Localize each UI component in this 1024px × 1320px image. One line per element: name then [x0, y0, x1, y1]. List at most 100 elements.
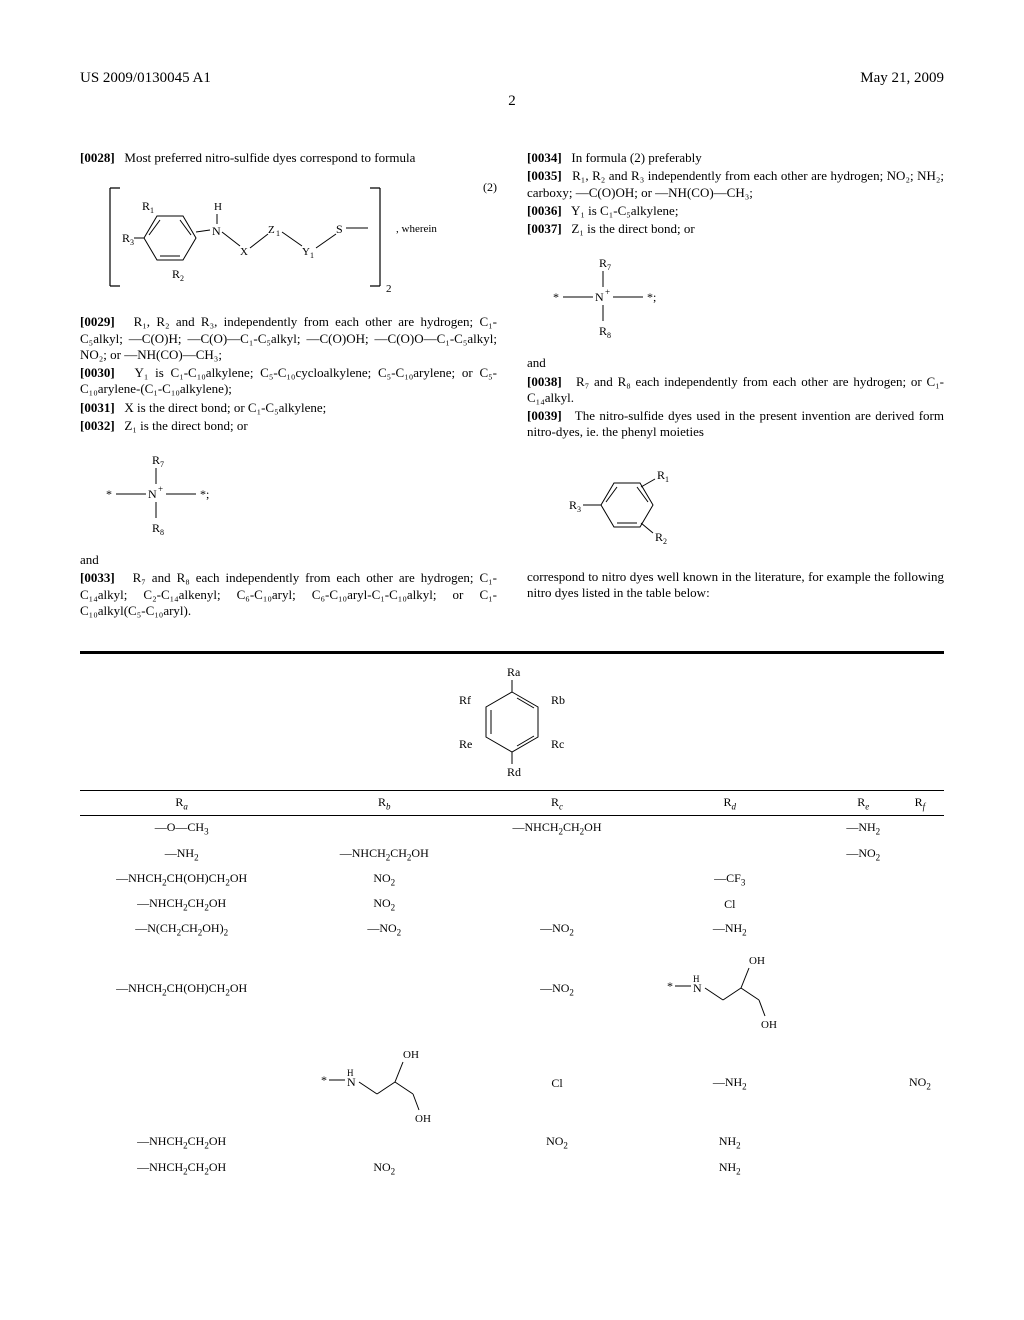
- paragraph-0039-tail: correspond to nitro dyes well known in t…: [527, 569, 944, 602]
- table-cell: —N(CH2CH2OH)2: [80, 917, 283, 942]
- table-cell: *HNOHOH: [283, 1036, 485, 1130]
- table-cell: Cl: [485, 1036, 629, 1130]
- para-num: [0034]: [527, 150, 562, 165]
- svg-text:N: N: [212, 224, 221, 238]
- para-num: [0032]: [80, 418, 115, 433]
- table-cell: NO2: [283, 892, 485, 917]
- table-cell: [831, 1156, 896, 1181]
- table-cell: NH2: [629, 1130, 831, 1155]
- para-text: Z₁ is the direct bond; or: [124, 418, 247, 433]
- para-num: [0036]: [527, 203, 562, 218]
- chemical-structure-formula2: 2 R1 R3 R2 H N: [100, 180, 440, 300]
- paragraph-0033: [0033] R₇ and R₈ each independently from…: [80, 570, 497, 619]
- svg-text:7: 7: [160, 460, 164, 469]
- table-cell: —NO2: [283, 917, 485, 942]
- left-column: [0028] Most preferred nitro-sulfide dyes…: [80, 150, 497, 621]
- paragraph-0038: [0038] R₇ and R₈ each independently from…: [527, 374, 944, 407]
- paragraph-0032: [0032] Z₁ is the direct bond; or: [80, 418, 497, 434]
- para-text: Z₁ is the direct bond; or: [571, 221, 694, 236]
- svg-text:R: R: [152, 453, 160, 467]
- svg-text:*;: *;: [200, 487, 209, 501]
- svg-text:Rc: Rc: [551, 737, 564, 751]
- svg-text:Rb: Rb: [551, 693, 565, 707]
- table-cell: [485, 842, 629, 867]
- svg-text:Z: Z: [268, 224, 275, 236]
- para-num: [0033]: [80, 570, 115, 585]
- table-cell: [896, 1156, 944, 1181]
- table-cell: [896, 1130, 944, 1155]
- table-cell: [629, 816, 831, 842]
- col-rf: Rf: [896, 791, 944, 816]
- svg-text:R: R: [657, 468, 665, 482]
- svg-text:1: 1: [276, 229, 280, 238]
- svg-text:Ra: Ra: [507, 665, 521, 679]
- svg-text:*;: *;: [647, 290, 656, 304]
- table-cell: NO2: [485, 1130, 629, 1155]
- svg-text:OH: OH: [403, 1049, 419, 1061]
- svg-text:1: 1: [150, 206, 154, 215]
- patent-number: US 2009/0130045 A1: [80, 70, 211, 87]
- and-text-r: and: [527, 355, 944, 371]
- svg-text:2: 2: [663, 537, 667, 546]
- paragraph-0029: [0029] R₁, R₂ and R₃, independently from…: [80, 314, 497, 363]
- para-text: R₁, R₂ and R₃ independently from each ot…: [527, 168, 944, 199]
- para-num: [0030]: [80, 365, 115, 380]
- formula-label: (2): [483, 180, 497, 195]
- table-row: —NHCH2CH2OHNO2NH2: [80, 1156, 944, 1181]
- table-row: —NHCH2CH(OH)CH2OH—NO2*HNOHOH: [80, 942, 944, 1036]
- table-cell: [896, 867, 944, 892]
- table-cell: [896, 892, 944, 917]
- phenyl-moiety: R1 R3 R2: [547, 455, 944, 555]
- table-cell: [283, 942, 485, 1036]
- table-cell: —NH2: [629, 1036, 831, 1130]
- publication-date: May 21, 2009: [860, 70, 944, 87]
- svg-text:R: R: [599, 324, 607, 338]
- svg-text:3: 3: [577, 505, 581, 514]
- table-cell: NH2: [629, 1156, 831, 1181]
- table-cell: [831, 892, 896, 917]
- table-cell: —NHCH2CH2OH: [485, 816, 629, 842]
- para-text: X is the direct bond; or C₁-C₅alkylene;: [124, 400, 326, 415]
- table-row: —NHCH2CH2OHNO2Cl: [80, 892, 944, 917]
- table-cell: [896, 842, 944, 867]
- table-row: —N(CH2CH2OH)2—NO2—NO2—NH2: [80, 917, 944, 942]
- svg-text:R: R: [142, 199, 150, 213]
- table-cell: —O—CH3: [80, 816, 283, 842]
- col-rc: Rc: [485, 791, 629, 816]
- svg-text:2: 2: [386, 283, 392, 295]
- svg-text:Y: Y: [302, 246, 310, 258]
- para-text: The nitro-sulfide dyes used in the prese…: [527, 408, 944, 439]
- table-cell: [896, 942, 944, 1036]
- svg-text:R: R: [172, 267, 180, 281]
- page-number: 2: [80, 93, 944, 110]
- svg-text:+: +: [158, 484, 163, 494]
- substituent-table: Ra Rb Rc Rd Re Rf —O—CH3—NHCH2CH2OH—NH2—…: [80, 790, 944, 1181]
- nitro-dye-table-section: Ra Rb Rc Rd Re Rf Ra Rb Rc Rd Re Rf —O—C…: [80, 651, 944, 1181]
- table-cell: [831, 1036, 896, 1130]
- col-rb: Rb: [283, 791, 485, 816]
- svg-text:R: R: [569, 498, 577, 512]
- para-text: Y₁ is C₁-C₅alkylene;: [571, 203, 678, 218]
- para-num: [0039]: [527, 408, 562, 423]
- svg-text:7: 7: [607, 263, 611, 272]
- table-cell: —CF3: [629, 867, 831, 892]
- table-cell: NO2: [896, 1036, 944, 1130]
- svg-text:, wherein: , wherein: [396, 223, 437, 235]
- svg-text:N: N: [148, 487, 157, 501]
- table-cell: —NO2: [485, 942, 629, 1036]
- table-row: —NH2—NHCH2CH2OH—NO2: [80, 842, 944, 867]
- right-column: [0034] In formula (2) preferably [0035] …: [527, 150, 944, 621]
- table-row: —NHCH2CH(OH)CH2OHNO2—CF3: [80, 867, 944, 892]
- table-cell: —NHCH2CH2OH: [80, 1156, 283, 1181]
- table-cell: [831, 917, 896, 942]
- para-text: R₇ and R₈ each independently from each o…: [527, 374, 944, 405]
- paragraph-0037: [0037] Z₁ is the direct bond; or: [527, 221, 944, 237]
- table-cell: —NHCH2CH(OH)CH2OH: [80, 942, 283, 1036]
- nplus-fragment-left: R7 * N+ *; R8: [100, 448, 497, 538]
- para-text: Most preferred nitro-sulfide dyes corres…: [124, 150, 415, 165]
- table-cell: —NHCH2CH2OH: [80, 1130, 283, 1155]
- nplus-fragment-right: R7 * N+ *; R8: [547, 251, 944, 341]
- formula-2-structure: (2) 2 R1 R3 R2 H: [100, 180, 497, 300]
- svg-text:1: 1: [665, 475, 669, 484]
- table-cell: —NH2: [629, 917, 831, 942]
